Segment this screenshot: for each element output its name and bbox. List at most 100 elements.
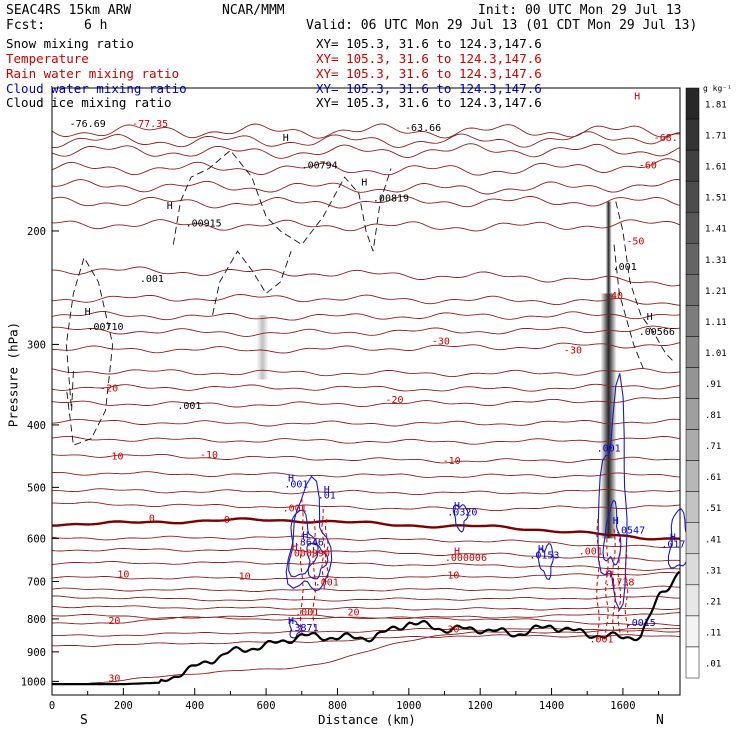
- contour-label: .0015: [626, 618, 656, 629]
- colorbar-label: .11: [705, 628, 721, 638]
- high-marker: H: [454, 501, 460, 512]
- high-marker: H: [606, 570, 612, 581]
- x-tick-label: 800: [328, 700, 347, 712]
- contour-label: -30: [432, 336, 450, 347]
- temperature-contour-minor: [51, 368, 681, 378]
- contour-label: .01: [318, 490, 336, 501]
- high-marker: H: [454, 546, 460, 557]
- contour-label: .001: [589, 634, 613, 645]
- contour-label: -20: [100, 384, 118, 395]
- colorbar-swatch: [685, 180, 700, 213]
- contour-label: .001: [315, 578, 339, 589]
- legend-temperature: Temperature: [6, 51, 89, 66]
- contour-label: 20: [347, 607, 359, 618]
- contour-label: .3646: [294, 537, 324, 548]
- cloud-water-contour: [667, 508, 695, 569]
- north-end-label: N: [656, 713, 664, 728]
- contour-label: -50: [626, 237, 644, 248]
- y-tick-label: 900: [27, 647, 46, 659]
- contour-label: 20: [108, 616, 120, 627]
- rain-water-contour: [612, 528, 616, 633]
- colorbar-swatch: [685, 491, 700, 523]
- x-tick-label: 600: [257, 700, 276, 712]
- temperature-contour-minor: [51, 561, 681, 571]
- y-tick-label: 800: [27, 614, 46, 626]
- temperature-contour-minor: [51, 383, 681, 392]
- cloud-water-contour: [285, 475, 333, 592]
- temperature-contour-minor: [51, 418, 681, 427]
- snow-contour: [65, 256, 114, 446]
- contour-label: .001: [140, 274, 164, 285]
- contour-label: .00710: [87, 322, 123, 333]
- high-marker: H: [670, 533, 676, 544]
- temperature-contour-minor: [51, 585, 681, 593]
- contour-label: .0153: [529, 551, 559, 562]
- snow-contour: [212, 250, 292, 315]
- colorbar-label: 1.71: [705, 132, 727, 142]
- contour-label: .3871: [289, 623, 319, 634]
- temperature-contour-minor: [51, 179, 681, 195]
- temperature-contour: [52, 517, 681, 541]
- x-tick-label: 0: [49, 700, 55, 712]
- contour-label: .001: [283, 503, 307, 514]
- temperature-contour-minor: [51, 535, 681, 548]
- colorbar-label: .91: [705, 380, 721, 390]
- contour-label: -63.66: [405, 123, 441, 134]
- xy-rain: XY= 105.3, 31.6 to 124.3,147.6: [316, 66, 542, 81]
- colorbar-label: .31: [705, 566, 721, 576]
- contour-label: -77.35: [132, 119, 168, 130]
- colorbar-swatch: [685, 646, 700, 679]
- high-marker: H: [538, 544, 544, 555]
- contour-label: 30: [108, 673, 120, 684]
- x-tick-label: 1000: [396, 700, 421, 712]
- temperature-contour: [51, 131, 681, 149]
- contour-label: .0320: [447, 508, 477, 519]
- colorbar-swatch: [685, 243, 700, 275]
- y-tick-label: 1000: [21, 676, 46, 688]
- cloud-ice-shading: [256, 314, 269, 380]
- colorbar-swatch: [685, 584, 700, 617]
- forecast-hours: 6 h: [84, 18, 108, 33]
- contour-label: .00819: [373, 193, 409, 204]
- temperature-contour-minor: [51, 311, 681, 321]
- colorbar-label: 1.81: [705, 101, 727, 111]
- cloud-water-contour: [289, 620, 302, 639]
- contour-label: -60: [639, 161, 657, 172]
- temperature-contour-minor: [51, 612, 681, 621]
- high-marker: H: [647, 312, 653, 323]
- contour-label: .00566: [639, 327, 675, 338]
- colorbar-swatch: [685, 336, 700, 368]
- temperature-contour-minor: [51, 219, 681, 232]
- high-marker: H: [634, 91, 640, 102]
- south-end-label: S: [80, 713, 88, 728]
- snow-contour: [615, 201, 675, 363]
- x-tick-label: 1400: [539, 700, 564, 712]
- plot-frame: [51, 87, 681, 696]
- contour-label: -20: [386, 395, 404, 406]
- temperature-contour: [51, 614, 681, 626]
- colorbar-label: .41: [705, 535, 721, 545]
- contour-label: .001: [579, 546, 603, 557]
- contour-label: -10: [443, 456, 461, 467]
- colorbar-swatch: [685, 274, 700, 306]
- contour-label: -10: [200, 450, 218, 461]
- snow-contour: [613, 244, 645, 372]
- colorbar-swatch: [685, 87, 700, 120]
- colorbar-label: 1.21: [705, 287, 727, 297]
- y-axis-title: Pressure (hPa): [5, 321, 21, 428]
- colorbar-swatch: [685, 118, 700, 151]
- high-marker: H: [288, 474, 294, 485]
- colorbar-label: 1.61: [705, 163, 727, 173]
- y-tick-label: 600: [27, 533, 46, 545]
- xy-cloud-water: XY= 105.3, 31.6 to 124.3,147.6: [316, 81, 542, 96]
- cloud-water-contour: [597, 373, 628, 612]
- rain-water-contour: [312, 519, 317, 636]
- contour-label: -40: [605, 291, 623, 302]
- colorbar-swatch: [685, 460, 700, 492]
- rain-water-contour: [617, 538, 622, 636]
- cloud-water-contour: [452, 504, 469, 533]
- contour-label: 0: [149, 514, 155, 525]
- cloud-water-contour: [288, 509, 319, 578]
- high-marker: H: [361, 177, 367, 188]
- colorbar-label: 1.01: [705, 349, 727, 359]
